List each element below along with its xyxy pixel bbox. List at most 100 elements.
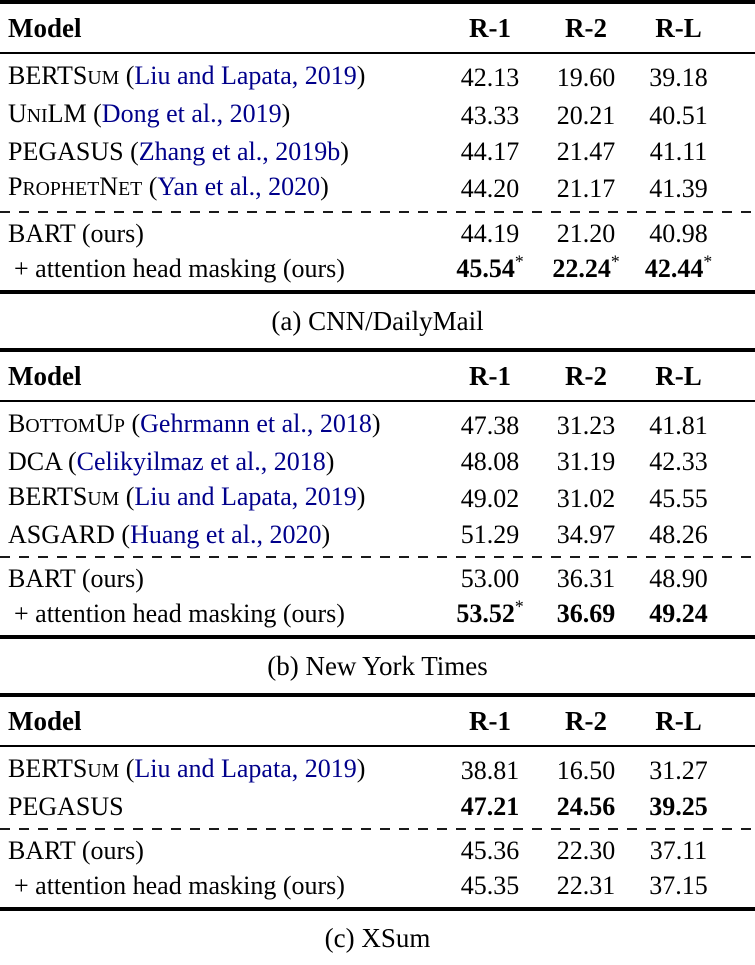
model-cell: BART (ours)	[8, 219, 144, 248]
value-cell: 38.81	[440, 746, 540, 789]
rouge-score: 45.35	[460, 871, 520, 900]
table-row: PEGASUS 47.21 24.56 39.25	[0, 789, 755, 824]
value-cell: 36.31	[540, 561, 632, 596]
rouge-score: 31.23	[556, 410, 616, 440]
value-cell: 40.51	[632, 96, 755, 134]
rouge-score: 21.17	[556, 173, 616, 203]
citation-link[interactable]: Gehrmann et al., 2018	[140, 409, 372, 438]
header-row: Model R-1 R-2 R-L	[0, 2, 755, 54]
model-cell: BERTSUM (Liu and Lapata, 2019)	[8, 61, 366, 90]
value-cell: 36.69	[540, 596, 632, 637]
value-cell: 31.23	[540, 401, 632, 444]
citation-link[interactable]: Liu and Lapata, 2019	[134, 482, 357, 511]
rouge-score: 21.20	[556, 219, 616, 248]
value-cell: 42.33	[632, 444, 755, 479]
table-row: ASGARD (Huang et al., 2020) 51.29 34.97 48.…	[0, 517, 755, 552]
value-cell: 39.25	[632, 789, 755, 824]
significance-asterisk: *	[610, 251, 620, 272]
model-cell: + attention head masking (ours)	[14, 599, 345, 628]
table-row: + attention head masking (ours) 45.54* 22.…	[0, 251, 755, 292]
rouge-score: 22.30	[556, 836, 616, 865]
model-cell: BERTSUM (Liu and Lapata, 2019)	[8, 754, 366, 783]
rouge-score: 44.20	[460, 173, 520, 203]
rouge-score: 31.02	[556, 483, 616, 513]
smallcaps-text: OTTOM	[25, 415, 96, 437]
results-table-xsum: Model R-1 R-2 R-L BERTSUM (Liu and Lapat…	[0, 693, 755, 911]
table-row: + attention head masking (ours) 45.35 22.3…	[0, 868, 755, 909]
model-cell: BART (ours)	[8, 564, 144, 593]
model-cell: UNILM (Dong et al., 2019)	[8, 99, 291, 128]
dashed-separator-line	[0, 552, 755, 561]
rouge-score: 19.60	[556, 62, 616, 92]
rouge-score: 42.33	[649, 447, 708, 476]
rouge-score: 45.54	[456, 254, 515, 283]
table-block-cnn-dailymail: Model R-1 R-2 R-L BERTSUM (Liu and Lapat…	[0, 0, 755, 348]
rouge-score: 48.26	[649, 520, 708, 549]
value-cell: 42.44*	[632, 251, 755, 292]
citation-link[interactable]: Liu and Lapata, 2019	[134, 61, 357, 90]
rouge-score: 43.33	[460, 100, 520, 130]
rouge-score: 31.27	[649, 755, 708, 785]
value-cell: 48.26	[632, 517, 755, 552]
value-cell: 41.81	[632, 401, 755, 444]
table-caption-c: (c) XSum	[324, 923, 431, 953]
value-cell: 49.02	[440, 479, 540, 517]
smallcaps-text: UM	[87, 760, 120, 782]
value-cell: 22.31	[540, 868, 632, 909]
smallcaps-text: ROPHET	[22, 178, 100, 200]
value-cell: 21.47	[540, 134, 632, 169]
value-cell: 22.24*	[540, 251, 632, 292]
significance-asterisk: *	[514, 251, 524, 272]
column-header-rl: R-L	[632, 2, 755, 54]
rouge-score: 44.19	[460, 219, 520, 248]
rouge-score: 47.21	[460, 792, 520, 821]
value-cell: 48.90	[632, 561, 755, 596]
value-cell: 43.33	[440, 96, 540, 134]
rouge-score: 20.21	[556, 100, 616, 130]
value-cell: 39.18	[632, 53, 755, 96]
value-cell: 24.56	[540, 789, 632, 824]
value-cell: 40.98	[632, 216, 755, 251]
column-header-rl: R-L	[632, 695, 755, 747]
table-block-xsum: Model R-1 R-2 R-L BERTSUM (Liu and Lapat…	[0, 693, 755, 965]
dashed-separator-line	[0, 824, 755, 833]
value-cell: 20.21	[540, 96, 632, 134]
citation-link[interactable]: Yan et al., 2020	[157, 172, 321, 201]
citation-link[interactable]: Celikyilmaz et al., 2018	[76, 447, 326, 476]
value-cell: 47.38	[440, 401, 540, 444]
rouge-score: 34.97	[556, 520, 616, 549]
value-cell: 45.55	[632, 479, 755, 517]
table-row: DCA (Celikyilmaz et al., 2018) 48.08 31.19…	[0, 444, 755, 479]
rouge-score: 37.15	[649, 871, 708, 900]
table-row: BERTSUM (Liu and Lapata, 2019) 49.02 31.02…	[0, 479, 755, 517]
rouge-score: 22.31	[556, 871, 616, 900]
table-caption-b: (b) New York Times	[267, 651, 488, 681]
value-cell: 44.19	[440, 216, 540, 251]
rouge-score: 49.24	[649, 599, 708, 628]
rouge-score: 39.18	[649, 62, 708, 92]
rouge-score: 53.00	[460, 564, 520, 593]
model-cell: BOTTOMUP (Gehrmann et al., 2018)	[8, 409, 381, 438]
rouge-score: 40.98	[649, 219, 708, 248]
citation-link[interactable]: Huang et al., 2020	[130, 520, 322, 549]
rouge-score: 22.24	[552, 254, 611, 283]
table-row: BERTSUM (Liu and Lapata, 2019) 42.13 19.60…	[0, 53, 755, 96]
value-cell: 48.08	[440, 444, 540, 479]
value-cell: 19.60	[540, 53, 632, 96]
citation-link[interactable]: Dong et al., 2019	[101, 99, 282, 128]
table-block-new-york-times: Model R-1 R-2 R-L BOTTOMUP (Gehrmann et …	[0, 348, 755, 693]
citation-link[interactable]: Zhang et al., 2019b	[138, 137, 341, 166]
rouge-score: 42.13	[460, 62, 520, 92]
column-header-model: Model	[0, 2, 440, 54]
model-cell: PEGASUS	[8, 792, 124, 821]
citation-link[interactable]: Liu and Lapata, 2019	[134, 754, 357, 783]
dashed-separator	[0, 552, 755, 561]
column-header-model: Model	[0, 350, 440, 402]
column-header-r2: R-2	[540, 695, 632, 747]
rouge-score: 39.25	[649, 792, 708, 821]
table-row: BART (ours) 45.36 22.30 37.11	[0, 833, 755, 868]
table-row: + attention head masking (ours) 53.52* 36.…	[0, 596, 755, 637]
smallcaps-text: ET	[118, 178, 143, 200]
rouge-score: 41.39	[649, 173, 708, 203]
value-cell: 47.21	[440, 789, 540, 824]
